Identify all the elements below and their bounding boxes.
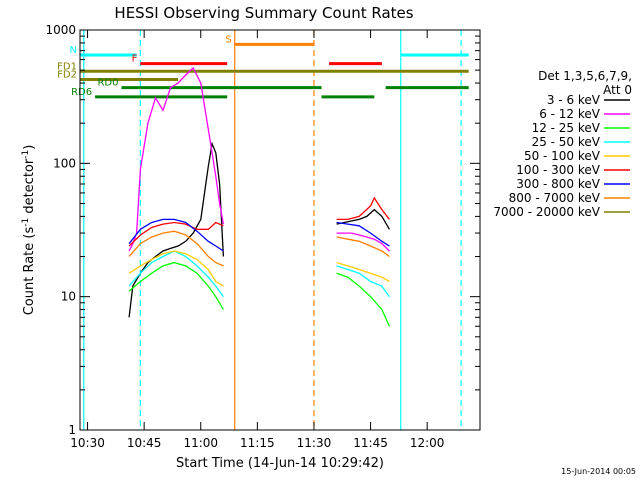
flag-label-n: N	[70, 45, 77, 56]
series-300-800-kev-segment-2	[336, 221, 390, 247]
series-25-50-kev-segment-1	[128, 250, 224, 298]
legend-label-6-12-kev: 6 - 12 keV	[539, 107, 601, 121]
series-12-25-kev-segment-1	[128, 261, 224, 310]
x-tick-label-1: 10:30	[70, 436, 105, 450]
series-6-12-kev-segment-2	[336, 232, 390, 252]
x-axis-label: Start Time (14-Jun-14 10:29:42)	[176, 456, 384, 471]
flag-label-rd6: RD6	[71, 87, 92, 98]
legend-label-7000-20000-kev: 7000 - 20000 keV	[493, 205, 600, 219]
y-tick-label-1: 1	[68, 423, 76, 437]
flag-label-rd0: RD0	[97, 78, 118, 89]
flag-label-s: S	[225, 34, 231, 45]
y-axis-label: Count Rate (s-1 detector-1)	[21, 145, 37, 316]
legend-label-50-100-kev: 50 - 100 keV	[524, 149, 601, 163]
plot-frame	[79, 29, 481, 431]
series-800-7000-kev-segment-1	[128, 230, 224, 267]
flag-label-fd2: FD2	[57, 70, 77, 81]
x-tick-label-6: 11:45	[353, 436, 388, 450]
legend-label-100-300-kev: 100 - 300 keV	[516, 163, 600, 177]
x-tick-label-5: 11:30	[297, 436, 332, 450]
x-tick-label-3: 11:00	[183, 436, 218, 450]
series-300-800-kev-segment-1	[128, 218, 224, 252]
legend-label-3-6-kev: 3 - 6 keV	[547, 93, 601, 107]
series-800-7000-kev-segment-2	[336, 236, 390, 258]
y-tick-label-4: 1000	[45, 23, 76, 37]
flag-label-f: F	[132, 54, 138, 65]
legend-title-line-1: Det 1,3,5,6,7,9,	[538, 69, 632, 83]
series-6-12-kev-segment-1	[128, 66, 225, 252]
legend-label-300-800-kev: 300 - 800 keV	[516, 177, 600, 191]
series-12-25-kev-segment-2	[336, 272, 390, 327]
series-100-300-kev-segment-1	[128, 221, 224, 247]
legend-label-12-25-kev: 12 - 25 keV	[532, 121, 601, 135]
y-tick-label-3: 100	[53, 156, 76, 170]
flag-label-fd1: FD1	[57, 61, 77, 72]
y-tick-label-2: 10	[61, 290, 76, 304]
legend-label-800-7000-kev: 800 - 7000 keV	[509, 191, 601, 205]
series-100-300-kev-segment-2	[336, 196, 390, 221]
x-tick-label-4: 11:15	[240, 436, 275, 450]
footer-date: 15-Jun-2014 00:05	[561, 467, 636, 476]
series-50-100-kev-segment-1	[128, 250, 224, 287]
chart-title: HESSI Observing Summary Count Rates	[114, 4, 413, 22]
series-50-100-kev-segment-2	[336, 261, 390, 283]
x-tick-label-7: 12:00	[410, 436, 445, 450]
series-3-6-kev-segment-2	[336, 208, 390, 230]
legend-title-line-2: Att 0	[603, 83, 632, 97]
series-25-50-kev-segment-2	[336, 265, 390, 298]
x-tick-label-2: 10:45	[127, 436, 162, 450]
series-3-6-kev-segment-1	[128, 141, 225, 318]
legend-label-25-50-kev: 25 - 50 keV	[532, 135, 601, 149]
